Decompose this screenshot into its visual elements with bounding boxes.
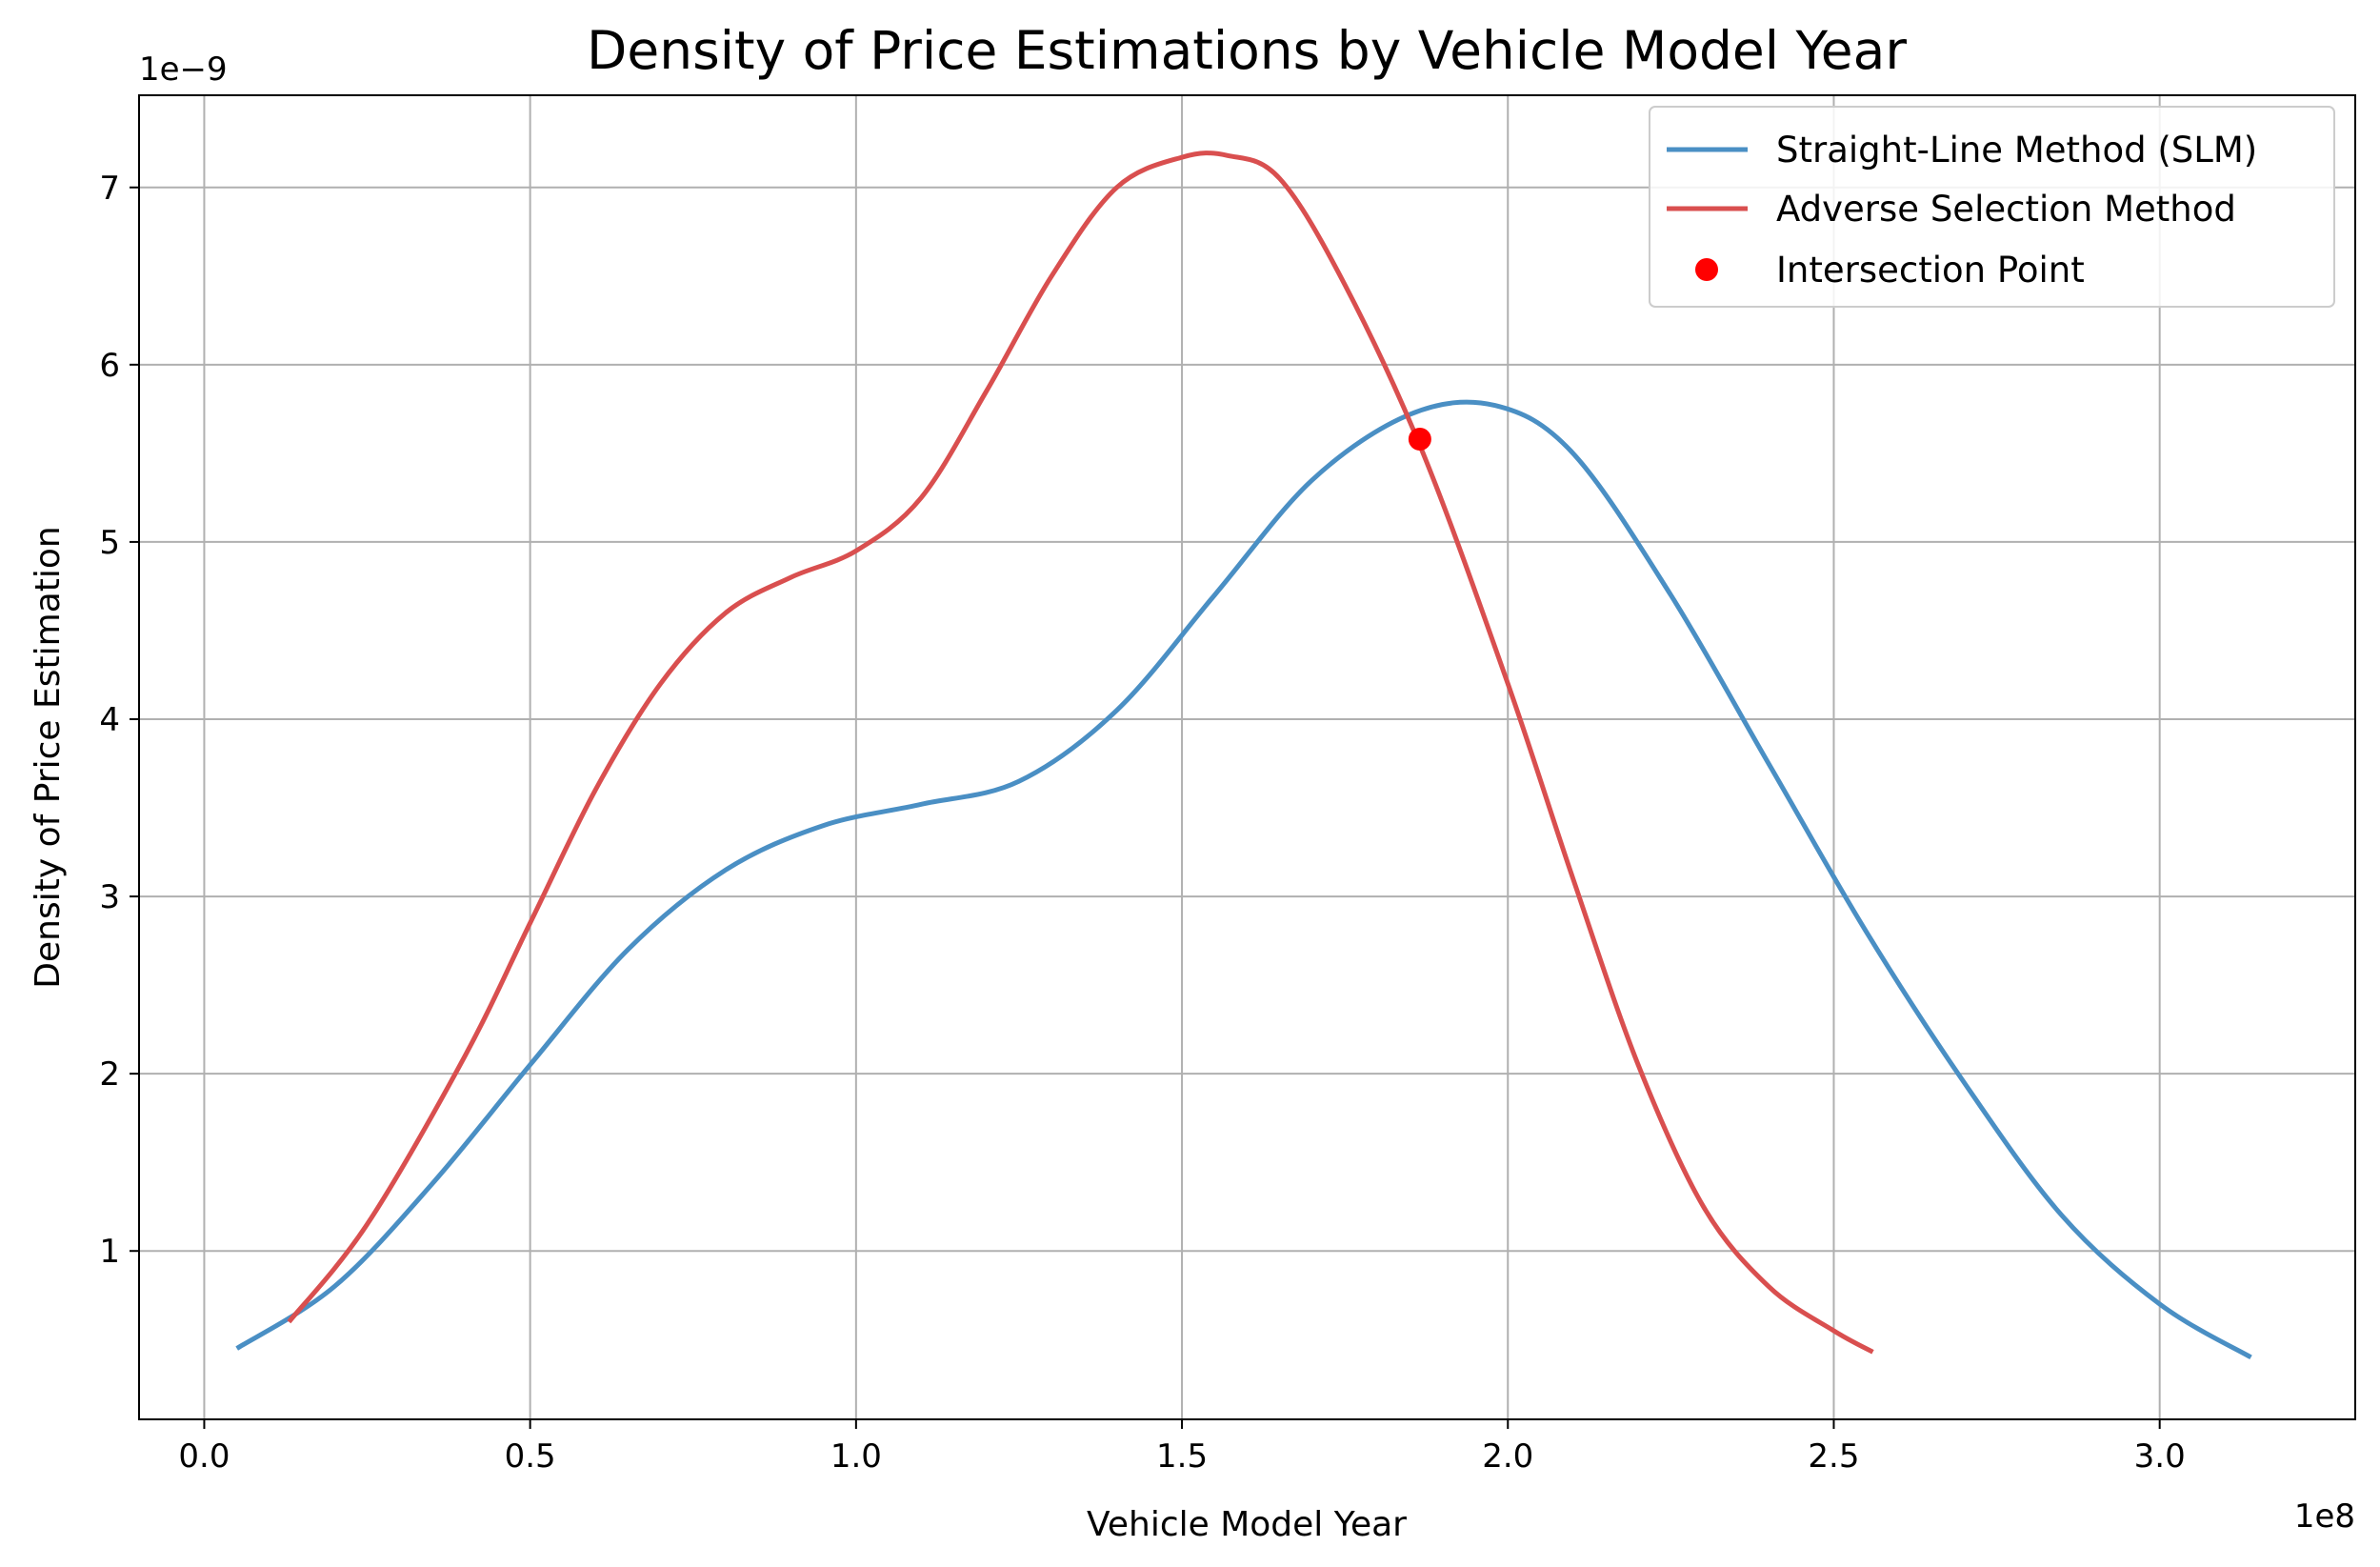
x-tick-label: 0.5	[505, 1437, 556, 1476]
legend-frame	[1649, 106, 2335, 308]
x-axis-offset-label: 1e8	[2294, 1497, 2355, 1536]
series-line-adverse-selection	[287, 151, 1874, 1355]
x-axis-label: Vehicle Model Year	[1087, 1505, 1407, 1544]
legend-swatch-intersection-point	[1695, 258, 1718, 281]
y-tick-label: 7	[99, 170, 120, 208]
legend: Straight-Line Method (SLM) Adverse Selec…	[1649, 106, 2335, 308]
plot-frame	[138, 94, 2356, 1420]
y-tick-label: 4	[99, 701, 120, 739]
grid	[139, 95, 2355, 1419]
y-tick-label: 1	[99, 1233, 120, 1271]
legend-label-intersection-point: Intersection Point	[1776, 250, 2085, 291]
x-tick-label: 3.0	[2134, 1437, 2186, 1476]
axis-ticks: 0.0 0.5 1.0 1.5 2.0 2.5 3.0 1 2 3 4 5 6 7	[99, 170, 2185, 1476]
chart-title: Density of Price Estimations by Vehicle …	[587, 20, 1907, 81]
x-tick-label: 0.0	[178, 1437, 230, 1476]
y-tick-label: 2	[99, 1055, 120, 1094]
x-tick-label: 2.0	[1482, 1437, 1533, 1476]
x-tick-label: 1.0	[830, 1437, 882, 1476]
legend-label-slm: Straight-Line Method (SLM)	[1776, 130, 2257, 171]
x-tick-label: 1.5	[1156, 1437, 1208, 1476]
y-tick-label: 3	[99, 878, 120, 916]
intersection-point-marker	[1408, 427, 1431, 451]
y-tick-label: 6	[99, 347, 120, 385]
plot-series	[235, 151, 2252, 1360]
legend-label-adverse-selection: Adverse Selection Method	[1776, 189, 2236, 230]
series-line-slm	[235, 399, 2252, 1360]
x-tick-label: 2.5	[1808, 1437, 1859, 1476]
y-tick-label: 5	[99, 524, 120, 562]
y-axis-label: Density of Price Estimation	[29, 526, 68, 988]
y-axis-offset-label: 1e−9	[139, 50, 228, 89]
